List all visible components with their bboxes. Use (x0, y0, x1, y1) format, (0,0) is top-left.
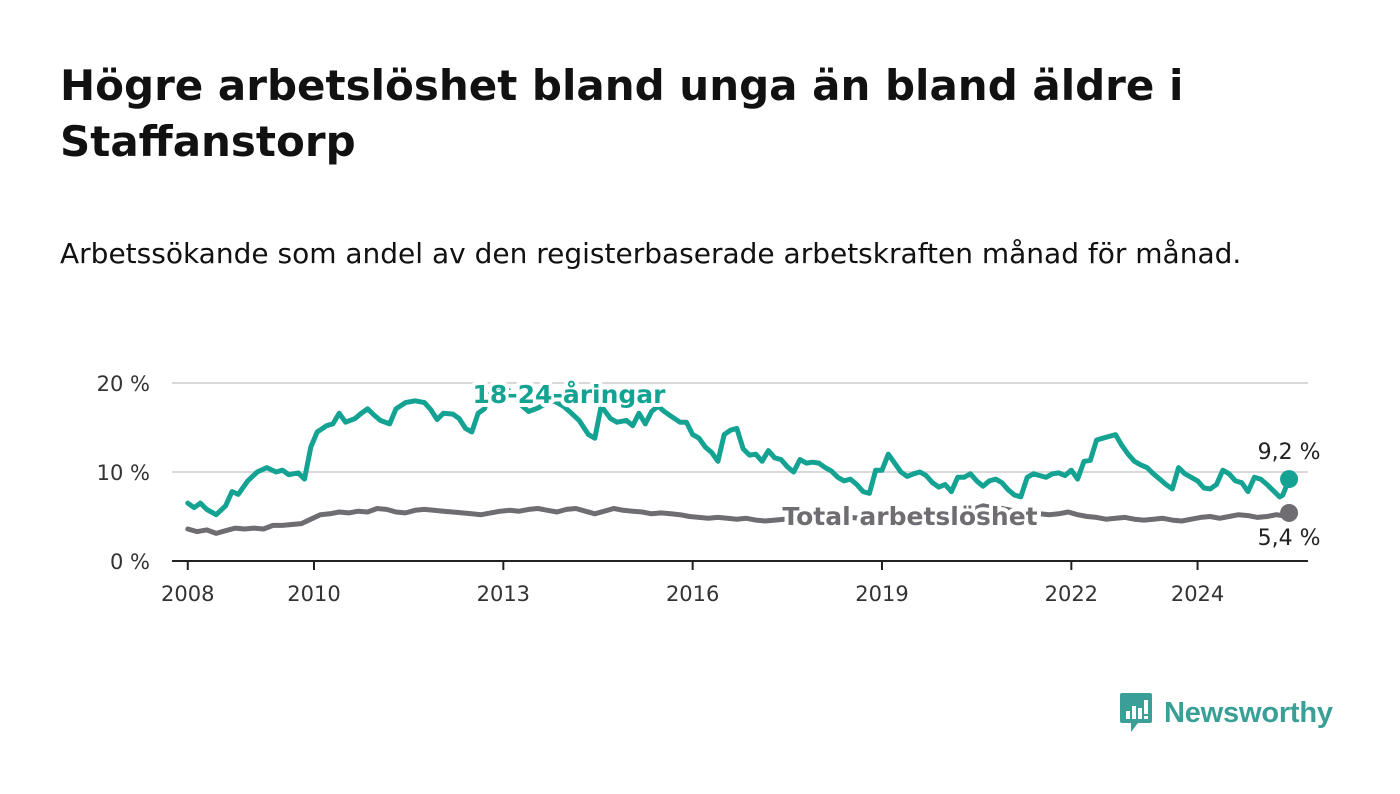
series-line-0 (185, 384, 1292, 518)
end-point (1280, 503, 1299, 522)
x-tick-label: 2010 (287, 582, 340, 606)
series-label: 18-24-åringar (473, 380, 667, 409)
y-tick-label: 20 % (97, 372, 150, 396)
series-label: Total arbetslöshet (782, 502, 1037, 531)
series-lines (185, 384, 1292, 536)
end-markers: 9,2 % 5,4 % (1258, 440, 1321, 551)
x-tick-label: 2024 (1171, 582, 1224, 606)
series-line-1 (185, 503, 1292, 536)
x-tick-label: 2016 (666, 582, 719, 606)
y-tick-label: 0 % (110, 550, 150, 574)
gridlines (172, 382, 1308, 473)
newsworthy-logo-text: Newsworthy (1164, 696, 1333, 729)
series-label-halo: 18-24-åringar (473, 380, 667, 409)
x-axis-ticks: 2008 2010 2013 2016 2019 2022 2024 (161, 561, 1224, 606)
end-point (1280, 470, 1299, 489)
chart-title: Högre arbetslöshet bland unga än bland ä… (60, 61, 1184, 166)
chart-subtitle: Arbetssökande som andel av den registerb… (60, 237, 1242, 270)
x-tick-label: 2013 (477, 582, 530, 606)
series-label-halo: Total arbetslöshet (782, 502, 1037, 531)
end-value-label: 9,2 % (1258, 440, 1321, 465)
newsworthy-logo-icon (1120, 693, 1152, 732)
x-tick-label: 2008 (161, 582, 214, 606)
x-tick-label: 2022 (1045, 582, 1098, 606)
newsworthy-logo: Newsworthy (1118, 690, 1333, 736)
end-value-label: 5,4 % (1258, 526, 1321, 551)
y-tick-label: 10 % (97, 461, 150, 485)
x-tick-label: 2019 (855, 582, 908, 606)
y-axis-ticks: 0 % 10 % 20 % (97, 372, 150, 574)
